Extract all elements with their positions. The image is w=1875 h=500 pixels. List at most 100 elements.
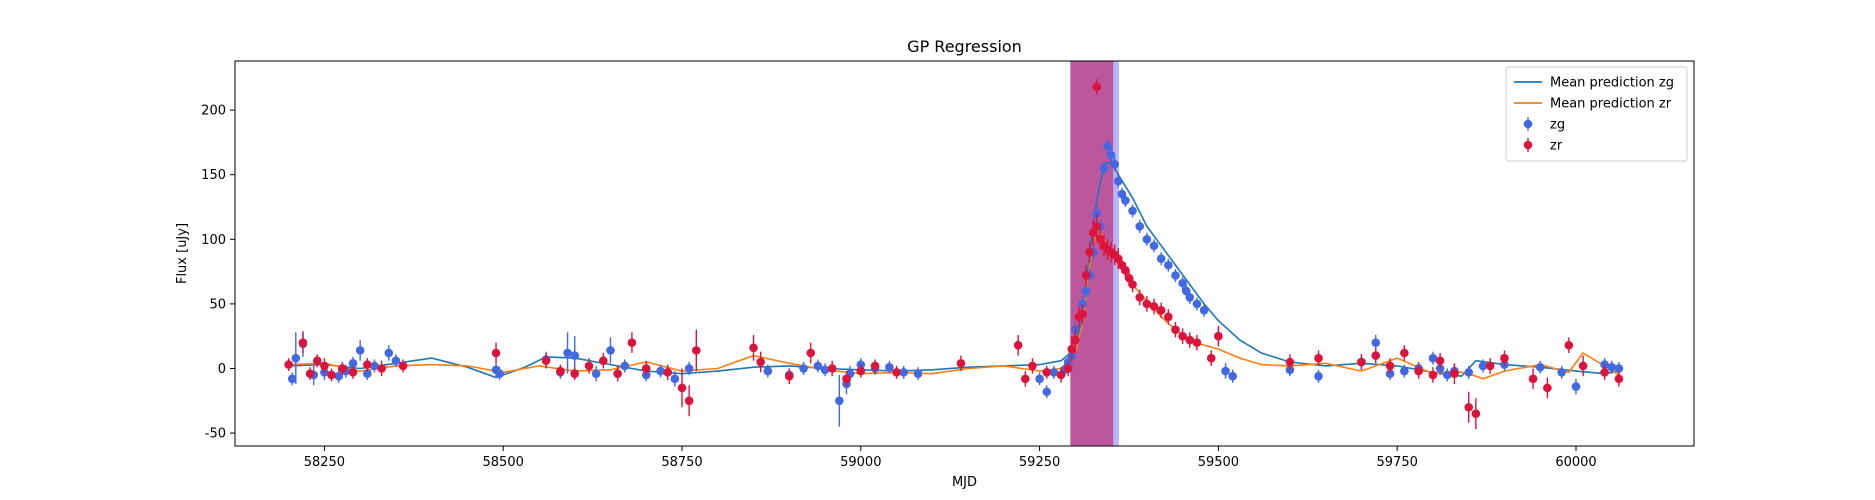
series-line-1: [288, 224, 1620, 380]
data-point: [1221, 366, 1230, 376]
data-point: [1400, 348, 1409, 358]
data-point: [1156, 254, 1166, 263]
data-point: [1578, 361, 1588, 371]
data-point: [1600, 368, 1609, 377]
x-tick-label: 60000: [1555, 455, 1596, 470]
plot-frame: [234, 60, 1695, 447]
data-point: [1206, 353, 1216, 363]
data-point: [1128, 206, 1137, 216]
data-point: [348, 359, 358, 368]
data-point: [606, 346, 615, 355]
data-point: [1028, 361, 1037, 371]
data-point: [363, 360, 372, 369]
data-point: [1371, 338, 1381, 347]
data-point: [856, 366, 866, 376]
data-point: [1096, 234, 1105, 244]
data-point: [1020, 374, 1030, 384]
data-point: [870, 361, 880, 371]
data-point: [584, 361, 594, 371]
data-point: [1156, 306, 1166, 315]
data-point: [885, 362, 894, 372]
data-point: [1442, 370, 1452, 380]
data-point: [1063, 364, 1073, 373]
data-point: [563, 348, 572, 358]
data-point: [1142, 234, 1152, 244]
data-point: [956, 359, 966, 368]
data-point: [641, 364, 651, 373]
data-point: [1535, 362, 1545, 372]
data-point: [1471, 409, 1481, 419]
data-point: [1385, 361, 1395, 371]
data-point: [1056, 370, 1066, 380]
legend-entry: Mean prediction zg: [1550, 76, 1674, 91]
data-point: [1543, 383, 1552, 393]
data-point: [1113, 254, 1123, 263]
data-point: [1450, 369, 1459, 378]
data-point: [1121, 265, 1130, 275]
prediction-lines: [288, 160, 1620, 380]
legend-entry: zg: [1550, 118, 1565, 133]
data-point: [1081, 286, 1091, 296]
series-line-0: [288, 160, 1620, 379]
x-tick-label: 59500: [1198, 455, 1239, 470]
data-point: [1124, 273, 1134, 283]
data-point: [337, 364, 347, 373]
data-point: [813, 361, 823, 371]
data-point: [835, 396, 844, 406]
data-point: [820, 365, 830, 375]
data-point: [370, 361, 379, 371]
data-point: [377, 364, 386, 373]
observation-points: [284, 79, 1624, 430]
data-point: [1013, 340, 1023, 350]
data-point: [684, 364, 694, 373]
y-tick-label: 200: [201, 104, 226, 119]
data-point: [1557, 368, 1566, 377]
data-point: [684, 396, 694, 406]
data-point: [363, 369, 372, 378]
legend-entry: Mean prediction zr: [1550, 97, 1672, 112]
data-point: [1178, 278, 1187, 288]
data-point: [1400, 366, 1409, 376]
data-point: [1049, 368, 1059, 377]
data-point: [1092, 82, 1102, 92]
data-point: [1042, 387, 1052, 397]
data-point: [670, 374, 680, 384]
data-point: [384, 348, 394, 358]
data-point: [842, 374, 851, 384]
data-point: [1135, 293, 1145, 302]
data-point: [298, 338, 308, 347]
data-point: [1149, 302, 1159, 311]
data-point: [1081, 271, 1091, 280]
y-tick-label: 0: [218, 362, 226, 377]
data-point: [692, 346, 701, 355]
data-point: [1171, 271, 1180, 280]
y-tick-label: 50: [209, 297, 226, 312]
data-point: [591, 369, 601, 378]
data-point: [1106, 151, 1116, 160]
legend-swatch: [1523, 119, 1533, 129]
legend-swatch: [1523, 140, 1533, 150]
data-point: [1464, 402, 1474, 412]
data-point: [1285, 365, 1295, 375]
data-point: [1199, 306, 1209, 315]
data-point: [1500, 353, 1509, 363]
data-point: [1121, 196, 1130, 205]
y-tick-label: 150: [201, 168, 226, 183]
data-point: [1035, 374, 1044, 384]
x-axis-ticks: 58250 58500 58750 59000 59250 59500 59750 60000: [304, 446, 1597, 470]
y-axis-label: Flux [uJy]: [175, 223, 190, 284]
data-point: [899, 368, 909, 377]
data-point: [556, 366, 565, 376]
data-point: [1181, 286, 1191, 296]
data-point: [1171, 325, 1180, 335]
data-point: [348, 368, 358, 377]
data-point: [1149, 241, 1159, 251]
chart-title: GP Regression: [907, 37, 1022, 56]
data-point: [1071, 335, 1080, 345]
data-point: [913, 369, 923, 378]
data-point: [827, 364, 837, 373]
data-point: [620, 361, 630, 371]
data-point: [1092, 222, 1102, 231]
x-tick-label: 59000: [840, 455, 881, 470]
